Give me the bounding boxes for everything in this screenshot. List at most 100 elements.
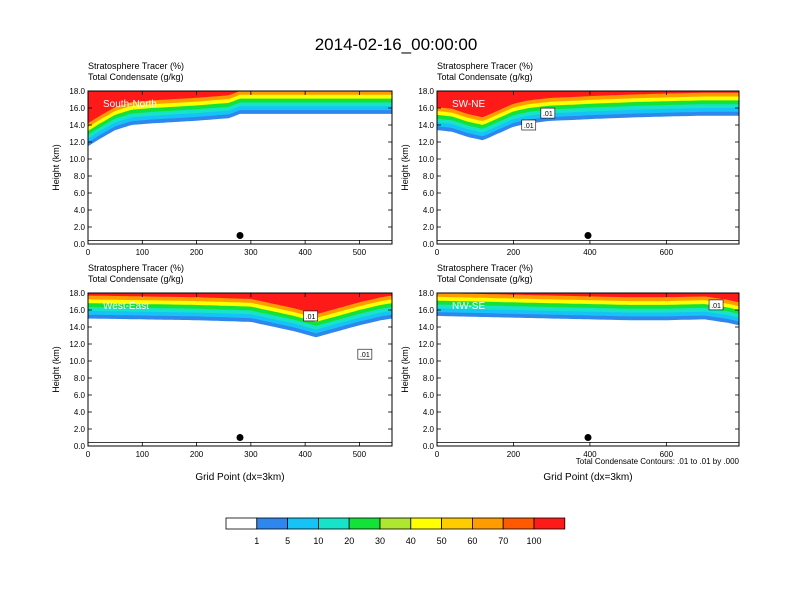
- colorbar: 1 5 10 20 30 40 50 60 70 100: [225, 517, 566, 546]
- y-tick-label: 8.0: [423, 172, 435, 181]
- y-tick-label: 2.0: [74, 223, 86, 232]
- x-tick-label: 200: [507, 450, 521, 459]
- y-axis-label: Height (km): [51, 144, 61, 191]
- y-tick-label: 2.0: [74, 425, 86, 434]
- y-tick-label: 4.0: [423, 206, 435, 215]
- y-tick-label: 6.0: [74, 189, 86, 198]
- colorbar-label: 50: [437, 536, 447, 546]
- panel-label: West-East: [103, 301, 149, 312]
- colorbar-label: 70: [498, 536, 508, 546]
- x-tick-label: 200: [190, 450, 204, 459]
- panel-subtitle-condensate: Total Condensate (g/kg): [88, 274, 184, 284]
- x-tick-label: 400: [583, 248, 597, 257]
- contour-label: .01: [543, 111, 553, 118]
- panel-subtitle-tracer: Stratosphere Tracer (%): [437, 61, 533, 71]
- y-tick-label: 14.0: [69, 323, 85, 332]
- y-tick-label: 0.0: [423, 442, 435, 451]
- y-tick-label: 0.0: [74, 442, 86, 451]
- contour-label: .01: [306, 314, 316, 321]
- y-axis-label: Height (km): [51, 346, 61, 393]
- panel-label: South-North: [103, 99, 157, 110]
- y-tick-label: 12.0: [418, 340, 434, 349]
- y-tick-label: 18.0: [418, 289, 434, 298]
- tracer-band-7: [88, 91, 392, 124]
- x-tick-label: 400: [298, 248, 312, 257]
- colorbar-swatch: [471, 517, 504, 530]
- tracer-band-7: [437, 91, 739, 118]
- y-tick-label: 10.0: [418, 155, 434, 164]
- contour-label-box: [708, 299, 724, 311]
- colorbar-label: 60: [467, 536, 477, 546]
- x-tick-label: 300: [244, 450, 258, 459]
- colorbar-swatch: [502, 517, 535, 530]
- x-tick-label: 400: [583, 450, 597, 459]
- panel-subtitle-condensate: Total Condensate (g/kg): [88, 72, 184, 82]
- colorbar-swatch: [379, 517, 412, 530]
- figure-title: 2014-02-16_00:00:00: [315, 35, 478, 54]
- y-tick-label: 0.0: [74, 240, 86, 249]
- y-tick-label: 14.0: [69, 121, 85, 130]
- y-tick-label: 6.0: [423, 391, 435, 400]
- y-tick-label: 14.0: [418, 323, 434, 332]
- y-tick-label: 4.0: [423, 408, 435, 417]
- y-tick-label: 8.0: [74, 374, 86, 383]
- x-tick-label: 400: [298, 450, 312, 459]
- y-tick-label: 16.0: [418, 104, 434, 113]
- x-tick-label: 0: [86, 450, 91, 459]
- y-tick-label: 12.0: [69, 340, 85, 349]
- contour-footnote: Total Condensate Contours: .01 to .01 by…: [576, 457, 740, 466]
- plot-frame: [87, 90, 393, 245]
- colorbar-label: 5: [285, 536, 290, 546]
- panel-subtitle-tracer: Stratosphere Tracer (%): [88, 61, 184, 71]
- y-tick-label: 18.0: [69, 289, 85, 298]
- panels-group: Stratosphere Tracer (%)Total Condensate …: [51, 61, 740, 483]
- y-tick-label: 10.0: [69, 357, 85, 366]
- colorbar-swatch: [287, 517, 319, 530]
- plot-frame: [436, 90, 740, 245]
- colorbar-swatch: [225, 517, 258, 530]
- contour-label: .01: [711, 303, 721, 310]
- y-axis-label: Height (km): [400, 144, 410, 191]
- y-tick-label: 12.0: [418, 138, 434, 147]
- panel-south-north: Stratosphere Tracer (%)Total Condensate …: [51, 61, 393, 257]
- location-marker: [584, 232, 592, 239]
- contour-label-box: [521, 119, 537, 131]
- colorbar-swatch: [348, 517, 381, 530]
- y-tick-label: 14.0: [418, 121, 434, 130]
- x-tick-label: 500: [353, 450, 367, 459]
- colorbar-swatch: [256, 517, 288, 530]
- panel-subtitle-condensate: Total Condensate (g/kg): [437, 274, 533, 284]
- x-tick-label: 600: [660, 450, 674, 459]
- x-tick-label: 300: [244, 248, 258, 257]
- y-tick-label: 8.0: [74, 172, 86, 181]
- location-marker: [584, 434, 592, 441]
- panel-subtitle-tracer: Stratosphere Tracer (%): [437, 263, 533, 273]
- contour-label-box: [540, 107, 556, 119]
- tracer-band-6: [88, 91, 392, 128]
- y-tick-label: 18.0: [69, 87, 85, 96]
- contour-label: .01: [524, 123, 534, 130]
- plot-frame: [436, 292, 740, 447]
- x-tick-label: 200: [190, 248, 204, 257]
- y-tick-label: 16.0: [69, 306, 85, 315]
- tracer-band-7: [88, 293, 392, 315]
- x-tick-label: 100: [136, 450, 150, 459]
- colorbar-swatch: [317, 517, 350, 530]
- y-tick-label: 10.0: [418, 357, 434, 366]
- y-tick-label: 2.0: [423, 425, 435, 434]
- colorbar-label: 30: [375, 536, 385, 546]
- y-tick-label: 2.0: [423, 223, 435, 232]
- colorbar-label: 20: [344, 536, 354, 546]
- contour-label-box: [303, 310, 318, 322]
- x-tick-label: 100: [136, 248, 150, 257]
- y-tick-label: 18.0: [418, 87, 434, 96]
- y-tick-label: 6.0: [423, 189, 435, 198]
- plot-frame: [87, 292, 393, 447]
- x-axis-label: Grid Point (dx=3km): [195, 472, 284, 483]
- x-tick-label: 500: [353, 248, 367, 257]
- panel-west-east: Stratosphere Tracer (%)Total Condensate …: [51, 263, 393, 483]
- location-marker: [236, 434, 244, 441]
- colorbar-label: 1: [254, 536, 259, 546]
- x-tick-label: 200: [507, 248, 521, 257]
